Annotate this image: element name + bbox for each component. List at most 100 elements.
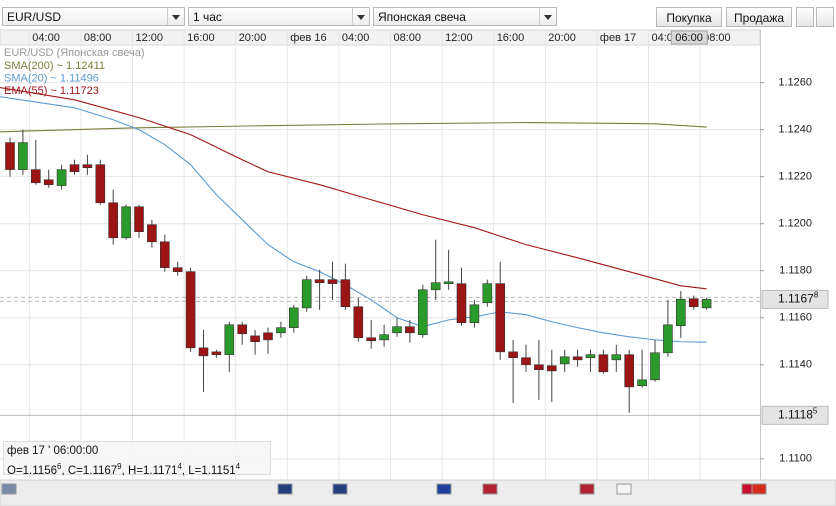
price-marker-main: 1.1167	[778, 292, 814, 306]
legend: EUR/USD (Японская свеча)SMA(200) ~ 1.124…	[4, 47, 145, 97]
candle-body-down	[134, 206, 144, 232]
x-tick-label: 04:00	[32, 32, 60, 44]
candle-body-down	[546, 365, 557, 372]
time-header	[0, 29, 761, 46]
ohlc-value: , H=1.1171	[121, 464, 178, 477]
candle-body-down	[172, 267, 183, 272]
candle-body-down	[366, 337, 377, 342]
candle-body-down	[327, 279, 338, 284]
candle-body-down	[314, 279, 325, 284]
ohlc-pip: 4	[235, 462, 241, 471]
candle-body-up	[663, 324, 673, 354]
candle-body-down	[147, 224, 157, 243]
y-tick-label: 1.1180	[779, 265, 812, 277]
x-tick-label: 08:00	[703, 32, 731, 44]
candle-body-up	[430, 282, 441, 291]
candle-body-up	[392, 326, 402, 334]
candle-body-down	[340, 279, 351, 308]
candle-body-down	[508, 351, 518, 359]
timeframe-select[interactable]: 1 час	[188, 7, 370, 26]
x-tick-label: 08:00	[84, 32, 112, 44]
ohlc-value: , C=1.1167	[61, 464, 118, 477]
ohlc-pip: 9	[117, 462, 122, 471]
candle-body-up	[675, 298, 686, 327]
price-marker-label: 1.11185	[778, 406, 818, 421]
event-flag	[332, 483, 348, 495]
candle-body-up	[56, 169, 67, 186]
settings-button[interactable]	[796, 7, 814, 27]
y-tick-label: 1.1100	[779, 453, 812, 465]
candle-body-down	[160, 241, 170, 268]
x-tick-label: 12:00	[445, 32, 473, 44]
y-tick-label: 1.1220	[778, 171, 812, 183]
dropdown-arrow	[352, 8, 369, 25]
candle-body-down	[534, 364, 544, 371]
x-tick-label: 08:00	[394, 32, 422, 44]
indicator-line	[0, 96, 707, 343]
indicator-line	[0, 87, 707, 290]
dropdown-arrow	[167, 8, 184, 25]
candle-body-up	[288, 307, 299, 328]
chart-style-select[interactable]: Японская свеча	[373, 7, 557, 26]
legend-entry: SMA(20) ~ 1.11496	[4, 72, 99, 84]
dropdown-arrow	[539, 8, 556, 25]
candle-body-up	[611, 354, 622, 361]
candle-body-up	[469, 304, 480, 323]
x-tick-label: 16:00	[187, 32, 215, 44]
legend-entry: SMA(200) ~ 1.12411	[4, 60, 105, 72]
candle-body-down	[185, 271, 196, 349]
ohlc-pip: 6	[56, 462, 62, 471]
timeframe-text: 1 час	[193, 10, 222, 24]
candle-body-up	[121, 206, 131, 239]
event-flag	[482, 483, 498, 495]
y-tick-label: 1.1160	[779, 312, 812, 324]
candle-body-down	[69, 164, 80, 173]
x-tick-label: фев 17	[600, 32, 636, 44]
candle-body-down	[237, 324, 247, 335]
bottom-bar	[0, 479, 836, 506]
x-tick-label: 16:00	[497, 32, 525, 44]
crosshair-label: 06:00	[675, 32, 703, 44]
candle-body-up	[18, 142, 28, 170]
candle-body-down	[263, 332, 273, 341]
y-tick-label: 1.1240	[778, 124, 812, 136]
ohlc-values: O=1.11566, C=1.11679, H=1.11714, L=1.115…	[7, 459, 267, 479]
x-tick-label: 20:00	[548, 32, 576, 44]
candle-body-up	[482, 283, 493, 304]
close-button[interactable]	[816, 7, 834, 27]
candle-body-up	[701, 299, 712, 309]
sell-button[interactable]: Продажа	[726, 7, 792, 27]
candle-body-down	[456, 283, 467, 323]
candle-body-down	[572, 356, 583, 361]
symbol-text: EUR/USD	[7, 10, 62, 24]
instrument-label: EUR/USD (Японская свеча)	[4, 47, 145, 59]
candle-body-down	[624, 354, 635, 388]
candle-body-up	[224, 324, 235, 355]
price-marker-box	[761, 289, 829, 309]
y-tick-label: 1.1260	[778, 77, 812, 89]
event-flag	[751, 483, 767, 495]
candle-body-down	[108, 202, 118, 239]
candle-body-up	[276, 327, 286, 334]
crosshair-label-box	[670, 30, 708, 45]
x-tick-label: фев 16	[290, 32, 326, 44]
legend-entry: EMA(55) ~ 1.11723	[4, 85, 99, 97]
symbol-select[interactable]: EUR/USD	[2, 7, 185, 26]
candle-body-up	[379, 334, 389, 341]
x-tick-label: 20:00	[239, 32, 267, 44]
candle-body-down	[688, 298, 699, 308]
x-tick-label: 04:00	[342, 32, 370, 44]
y-tick-label: 1.1200	[778, 218, 812, 230]
ohlc-box: фев 17 ' 06:00:00 O=1.11566, C=1.11679, …	[3, 441, 271, 477]
plot-background	[0, 30, 836, 480]
candle-body-down	[250, 335, 260, 343]
candle-body-up	[650, 352, 660, 381]
buy-button[interactable]: Покупка	[656, 7, 722, 27]
candle-body-down	[353, 306, 364, 339]
ohlc-pip: 4	[177, 462, 182, 471]
candle-body-down	[198, 347, 209, 357]
event-flag	[277, 483, 293, 495]
ohlc-value: O=1.1156	[7, 464, 57, 477]
